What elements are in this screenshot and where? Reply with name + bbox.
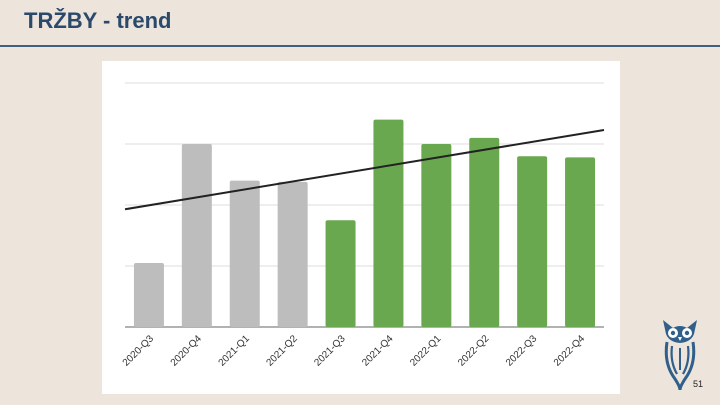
- bar-2022-Q3: [517, 156, 548, 327]
- trendline: [124, 128, 605, 211]
- x-tick-label: 2020-Q3: [121, 333, 157, 369]
- x-tick-label: 2022-Q4: [552, 333, 588, 369]
- x-tick-labels: 2020-Q3 2020-Q4 2021-Q1 2021-Q2 2021-Q3 2021-…: [121, 333, 588, 369]
- chart-panel: 2020-Q3 2020-Q4 2021-Q1 2021-Q2 2021-Q3 2021-…: [102, 61, 620, 394]
- x-tick-label: 2020-Q4: [169, 333, 205, 369]
- bar-2020-Q4: [181, 144, 212, 327]
- page-number: 51: [693, 379, 704, 389]
- x-tick-label: 2021-Q1: [217, 333, 253, 369]
- revenue-trend-chart: 2020-Q3 2020-Q4 2021-Q1 2021-Q2 2021-Q3 2021-…: [121, 82, 605, 369]
- bar-2021-Q2: [277, 181, 308, 327]
- x-tick-label: 2021-Q3: [312, 333, 348, 369]
- x-tick-label: 2021-Q4: [360, 333, 396, 369]
- bar-2021-Q4: [373, 119, 404, 327]
- slide-title: TRŽBY - trend: [24, 8, 172, 33]
- bar-2021-Q3: [325, 220, 356, 327]
- x-tick-label: 2022-Q3: [504, 333, 540, 369]
- bars: [133, 119, 596, 327]
- title-divider: [0, 45, 720, 47]
- x-tick-label: 2022-Q2: [456, 333, 492, 369]
- owl-logo-icon: [663, 320, 697, 391]
- bar-2022-Q1: [421, 144, 452, 327]
- trendline-group: [124, 128, 605, 211]
- bar-2020-Q3: [133, 262, 164, 327]
- x-tick-label: 2022-Q1: [408, 333, 444, 369]
- bar-2022-Q4: [565, 157, 596, 327]
- bar-2021-Q1: [229, 180, 260, 327]
- x-tick-label: 2021-Q2: [264, 333, 300, 369]
- bar-2022-Q2: [469, 137, 500, 327]
